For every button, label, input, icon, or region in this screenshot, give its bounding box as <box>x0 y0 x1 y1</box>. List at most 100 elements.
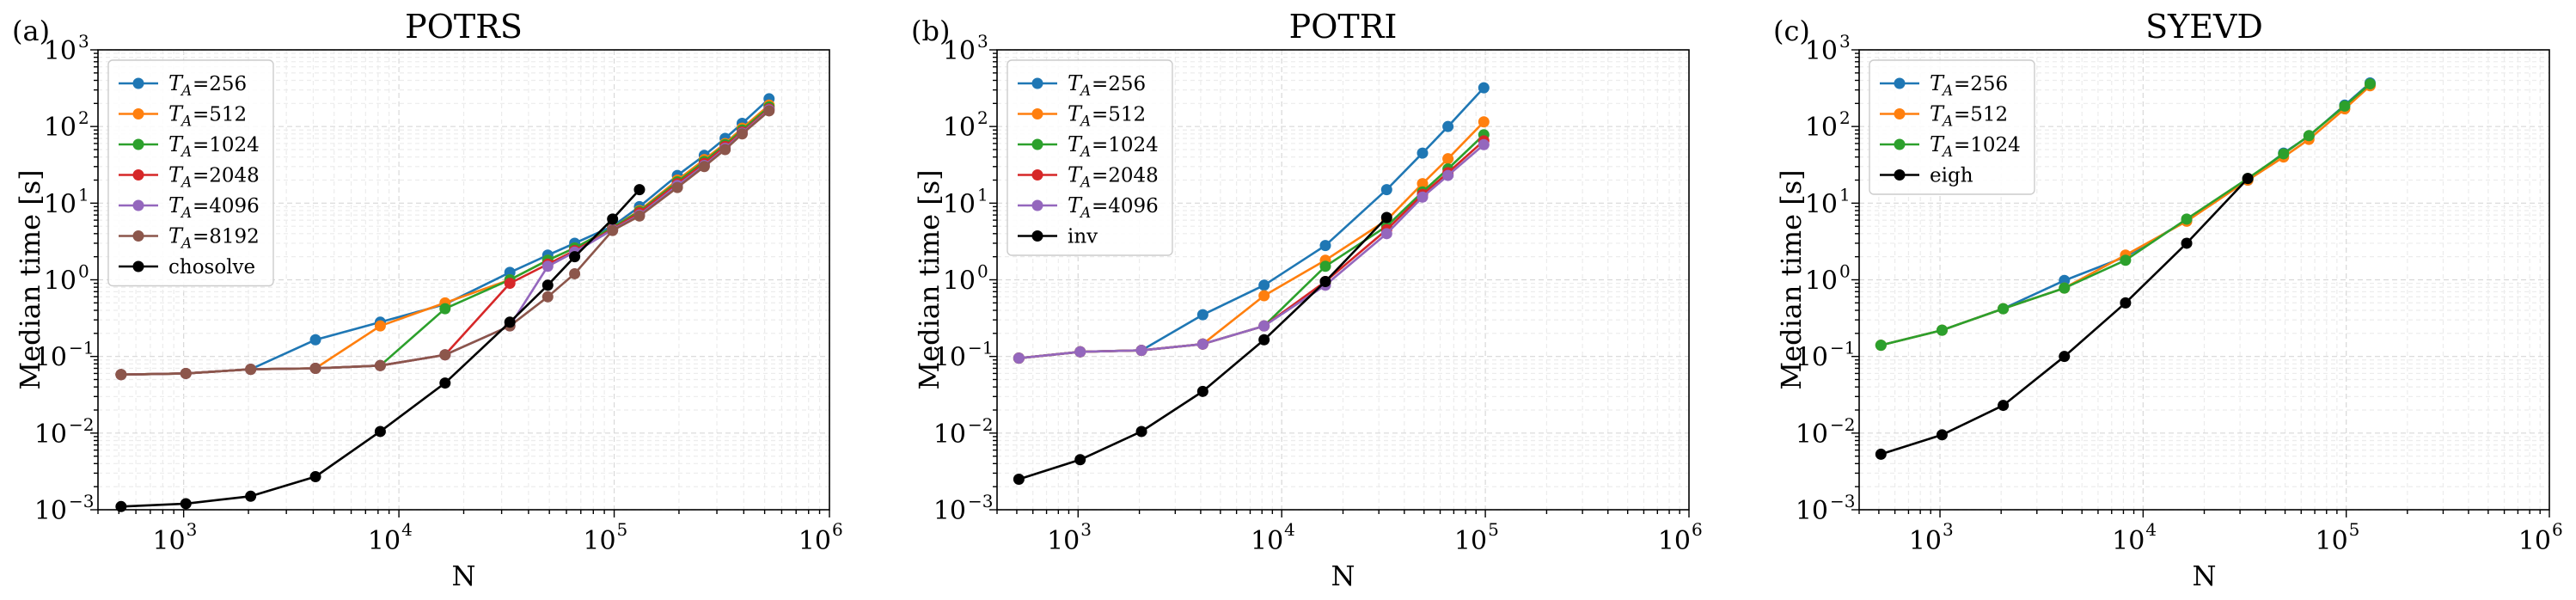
x-tick-base: 10 <box>798 526 831 556</box>
data-point <box>439 303 451 315</box>
data-point <box>1442 169 1454 181</box>
chart-panel-1: 10 3 10 4 10 5 10 610 −310 −210 −110 010 110 210 3 POTR… <box>12 8 843 592</box>
legend-subscript: A <box>1079 113 1091 131</box>
y-tick-exponent: −1 <box>69 338 94 358</box>
x-tick-exponent: 4 <box>2145 519 2157 540</box>
legend-subscript: A <box>1941 144 1953 161</box>
legend-entry: eigh <box>1880 165 1973 187</box>
data-point <box>2120 254 2132 266</box>
data-point <box>1442 153 1454 165</box>
legend-entry: TA =4096 <box>119 193 260 222</box>
y-tick-exponent: 1 <box>78 184 89 205</box>
legend-entry: chosolve <box>119 256 255 279</box>
data-point <box>2120 297 2132 309</box>
series-line <box>120 110 770 377</box>
y-tick-base: 10 <box>943 266 976 297</box>
y-tick-exponent: −3 <box>1830 491 1855 511</box>
x-axis-label: N <box>1331 560 1355 592</box>
y-tick-label: 10 1 <box>1805 184 1851 219</box>
legend-entry: TA =256 <box>119 71 247 100</box>
legend-label: eigh <box>1930 165 1973 187</box>
x-tick-base: 10 <box>152 526 185 556</box>
legend-value: =1024 <box>193 134 260 156</box>
legend-entry: TA =256 <box>1880 71 2008 100</box>
y-tick-exponent: −2 <box>69 414 94 435</box>
data-point <box>569 267 581 279</box>
data-point <box>1380 211 1392 223</box>
y-tick-label: 10 3 <box>1805 31 1851 66</box>
x-tick-exponent: 6 <box>2552 519 2563 540</box>
y-tick-label: 10 −2 <box>1796 414 1856 450</box>
data-point <box>115 369 127 381</box>
legend-subscript: A <box>1079 205 1091 222</box>
legend-marker <box>1031 169 1043 181</box>
legend-entry: TA =512 <box>1880 102 2008 131</box>
data-point <box>1998 303 2010 315</box>
x-tick-label: 10 6 <box>798 519 843 556</box>
legend-entry: TA =4096 <box>1018 193 1159 222</box>
data-point <box>542 260 554 272</box>
y-tick-base: 10 <box>933 419 966 450</box>
y-tick-base: 10 <box>44 36 76 66</box>
legend-subscript: A <box>1941 113 1953 131</box>
legend-subscript: A <box>1079 144 1091 161</box>
panel-label: (a) <box>12 15 50 47</box>
data-point <box>2059 282 2071 294</box>
ticks <box>1851 49 2550 517</box>
series-7 <box>115 184 646 512</box>
y-tick-label: 10 1 <box>44 184 89 219</box>
x-axis-label: N <box>452 560 476 592</box>
x-tick-exponent: 3 <box>187 519 198 540</box>
x-tick-base: 10 <box>1909 526 1942 556</box>
legend-marker <box>1894 108 1906 119</box>
legend-symbol: T <box>1068 132 1083 156</box>
data-point <box>1258 290 1270 302</box>
y-tick-base: 10 <box>34 343 67 373</box>
y-tick-label: 10 1 <box>943 184 988 219</box>
data-point <box>1196 338 1208 350</box>
chart-panel-2: 10 3 10 4 10 5 10 610 −310 −210 −110 010 110 210 3 POTR… <box>911 8 1703 592</box>
legend-subscript: A <box>180 113 192 131</box>
y-axis-label: Median time [s] <box>14 169 46 389</box>
data-point <box>1258 320 1270 332</box>
legend-box <box>107 59 274 287</box>
legend-marker <box>132 199 144 211</box>
legend-entry: TA =1024 <box>1018 132 1159 161</box>
y-tick-label: 10 −3 <box>34 491 95 526</box>
y-tick-exponent: 2 <box>977 107 988 128</box>
x-tick-label: 10 4 <box>1251 519 1295 556</box>
legend-entry: TA =1024 <box>1880 132 2021 161</box>
legend-entry: TA =1024 <box>119 132 260 161</box>
legend-subscript: A <box>180 144 192 161</box>
x-tick-base: 10 <box>2518 526 2551 556</box>
y-tick-exponent: −3 <box>968 491 993 511</box>
legend-marker <box>132 108 144 119</box>
data-point <box>1416 191 1429 203</box>
legend-label: inv <box>1068 226 1098 248</box>
x-tick-label: 10 3 <box>152 519 197 556</box>
legend-entry: TA =2048 <box>1018 163 1159 192</box>
legend-symbol: T <box>1930 102 1945 126</box>
y-tick-label: 10 −1 <box>34 338 95 373</box>
data-point <box>2181 213 2193 225</box>
data-point <box>309 362 321 374</box>
y-tick-exponent: 2 <box>1839 107 1851 128</box>
data-point <box>2059 351 2071 363</box>
legend-subscript: A <box>180 174 192 192</box>
data-point <box>2242 173 2254 185</box>
data-point <box>374 320 386 332</box>
data-point <box>633 184 646 196</box>
legend-marker <box>1031 230 1043 242</box>
x-tick-exponent: 4 <box>401 519 413 540</box>
legend-subscript: A <box>1079 174 1091 192</box>
data-point <box>439 377 451 389</box>
legend-entry: TA =512 <box>1018 102 1146 131</box>
legend-entry: TA =8192 <box>119 224 260 253</box>
data-point <box>245 490 257 502</box>
series-4 <box>1875 173 2254 460</box>
legend-marker <box>1894 77 1906 89</box>
data-point <box>1319 260 1331 272</box>
y-tick-label: 10 0 <box>1805 261 1851 297</box>
x-tick-exponent: 5 <box>2349 519 2360 540</box>
